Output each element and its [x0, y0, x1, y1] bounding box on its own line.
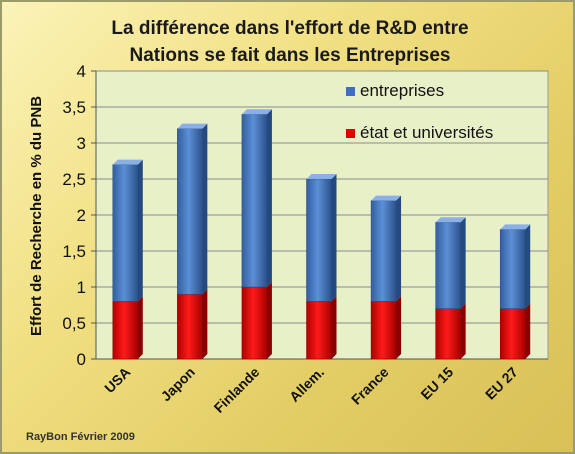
bar-side: [266, 109, 272, 287]
bar-entreprises: [499, 229, 526, 309]
y-tick-label: 0: [77, 350, 86, 369]
bar-side: [202, 289, 208, 359]
bar-side: [525, 224, 531, 309]
bar-side: [266, 282, 272, 359]
bar-side: [396, 195, 402, 302]
bar-side: [137, 296, 143, 359]
bar-etat: [241, 286, 268, 360]
bar-entreprises: [177, 128, 203, 295]
bar-top: [500, 224, 531, 230]
y-tick-label: 2: [77, 206, 86, 225]
legend-swatch: [346, 87, 355, 96]
bar-entreprises: [241, 113, 268, 288]
bar-entreprises: [112, 164, 139, 302]
bar-etat: [177, 293, 203, 360]
bar-side: [202, 123, 208, 295]
bar-side: [396, 296, 402, 359]
x-tick-label: EU 15: [417, 364, 456, 403]
x-tick-label: USA: [101, 364, 133, 396]
plot-area: 0 0,5 1 1,5 2 2,5 3 3,5 4 USA Japon Finlande Allem. F…: [62, 62, 549, 416]
y-axis-label: Effort de Recherche en % du PNB: [28, 96, 45, 336]
bar-entreprises: [435, 221, 461, 309]
bar-side: [331, 296, 337, 359]
bar-top: [435, 217, 466, 223]
legend-label: entreprises: [360, 81, 444, 100]
bar-side: [525, 303, 531, 359]
chart-title-line-2: Nations se fait dans les Entreprises: [129, 45, 450, 66]
bar-side: [331, 174, 337, 302]
bar-etat: [112, 301, 139, 360]
bar-entreprises: [306, 178, 332, 302]
x-tick-label: Finlande: [211, 364, 263, 416]
bar-etat: [435, 308, 461, 360]
bar-side: [460, 217, 466, 309]
bar-side: [137, 159, 143, 302]
bar-top: [177, 123, 208, 129]
bar-entreprises: [370, 200, 397, 302]
y-tick-label: 2,5: [62, 170, 86, 189]
x-tick-label: Allem.: [286, 364, 327, 405]
bar-side: [460, 303, 466, 359]
y-tick-label: 4: [77, 62, 86, 81]
x-tick-label: France: [348, 364, 392, 408]
y-tick-label: 0,5: [62, 314, 86, 333]
x-tick-label: EU 27: [482, 364, 521, 403]
y-tick-label: 1,5: [62, 242, 86, 261]
x-tick-label: Japon: [158, 364, 198, 404]
bar-top: [371, 195, 402, 201]
bar-top: [241, 109, 272, 115]
chart-title-line-1: La différence dans l'effort de R&D entre: [111, 18, 468, 39]
y-tick-label: 3,5: [62, 98, 86, 117]
bar-etat: [370, 301, 397, 360]
legend-swatch: [346, 129, 355, 138]
y-tick-label: 3: [77, 134, 86, 153]
y-tick-label: 1: [77, 278, 86, 297]
bar-top: [112, 159, 143, 165]
bar-etat: [499, 308, 526, 360]
credit-text: RayBon Février 2009: [26, 431, 135, 443]
legend-label: état et universités: [360, 123, 493, 142]
bar-etat: [306, 301, 332, 360]
bar-top: [306, 174, 337, 179]
